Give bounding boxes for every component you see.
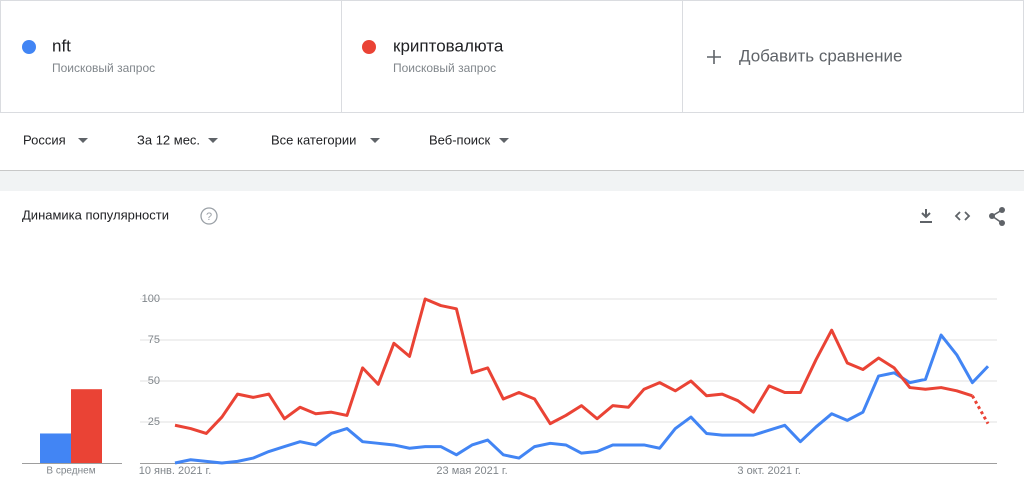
share-dot bbox=[999, 220, 1005, 226]
x-tick-label: 23 мая 2021 г. bbox=[436, 465, 507, 477]
download-icon[interactable] bbox=[920, 209, 932, 223]
term-type: Поисковый запрос bbox=[393, 61, 496, 75]
dropdown-arrow bbox=[208, 138, 218, 143]
dropdown-arrow bbox=[499, 138, 509, 143]
term-type: Поисковый запрос bbox=[52, 61, 155, 75]
filter[interactable]: За 12 мес. bbox=[137, 132, 200, 147]
y-tick-label: 50 bbox=[148, 375, 160, 387]
share-dot bbox=[999, 207, 1005, 213]
share-icon[interactable] bbox=[989, 207, 1005, 226]
partial-line bbox=[971, 395, 990, 425]
average-bar bbox=[71, 389, 102, 463]
x-tick-label: 3 окт. 2021 г. bbox=[737, 465, 800, 477]
average-bar bbox=[40, 433, 71, 463]
x-tick-label: 10 янв. 2021 г. bbox=[139, 465, 212, 477]
filter[interactable]: Все категории bbox=[271, 132, 356, 147]
bar-category: В среднем bbox=[46, 466, 95, 477]
separator bbox=[0, 170, 1024, 191]
dropdown-arrow bbox=[370, 138, 380, 143]
filter[interactable]: Веб-поиск bbox=[429, 132, 491, 147]
term-name: nft bbox=[52, 36, 71, 55]
help-glyph: ? bbox=[206, 211, 212, 223]
filter[interactable]: Россия bbox=[23, 132, 66, 147]
share-dot bbox=[989, 213, 995, 219]
dropdown-arrow bbox=[78, 138, 88, 143]
y-tick-label: 25 bbox=[148, 416, 160, 428]
y-tick-label: 100 bbox=[142, 293, 160, 305]
filters: Россия За 12 мес. Все категории Веб-поис… bbox=[23, 132, 509, 147]
legend-dot bbox=[22, 40, 36, 54]
legend-dot bbox=[362, 40, 376, 54]
section-title: Динамика популярности bbox=[22, 207, 169, 222]
term-card[interactable] bbox=[341, 0, 683, 113]
embed-icon[interactable] bbox=[954, 211, 971, 221]
help-icon[interactable] bbox=[200, 207, 218, 225]
add-card[interactable] bbox=[682, 0, 1024, 113]
term-name: криптовалюта bbox=[393, 36, 504, 55]
add-comparison[interactable]: Добавить сравнение bbox=[739, 46, 902, 65]
plus-icon bbox=[707, 50, 721, 64]
y-tick-label: 75 bbox=[148, 334, 160, 346]
series-line bbox=[174, 333, 990, 465]
term-card[interactable] bbox=[0, 0, 342, 113]
series-line bbox=[174, 297, 973, 435]
